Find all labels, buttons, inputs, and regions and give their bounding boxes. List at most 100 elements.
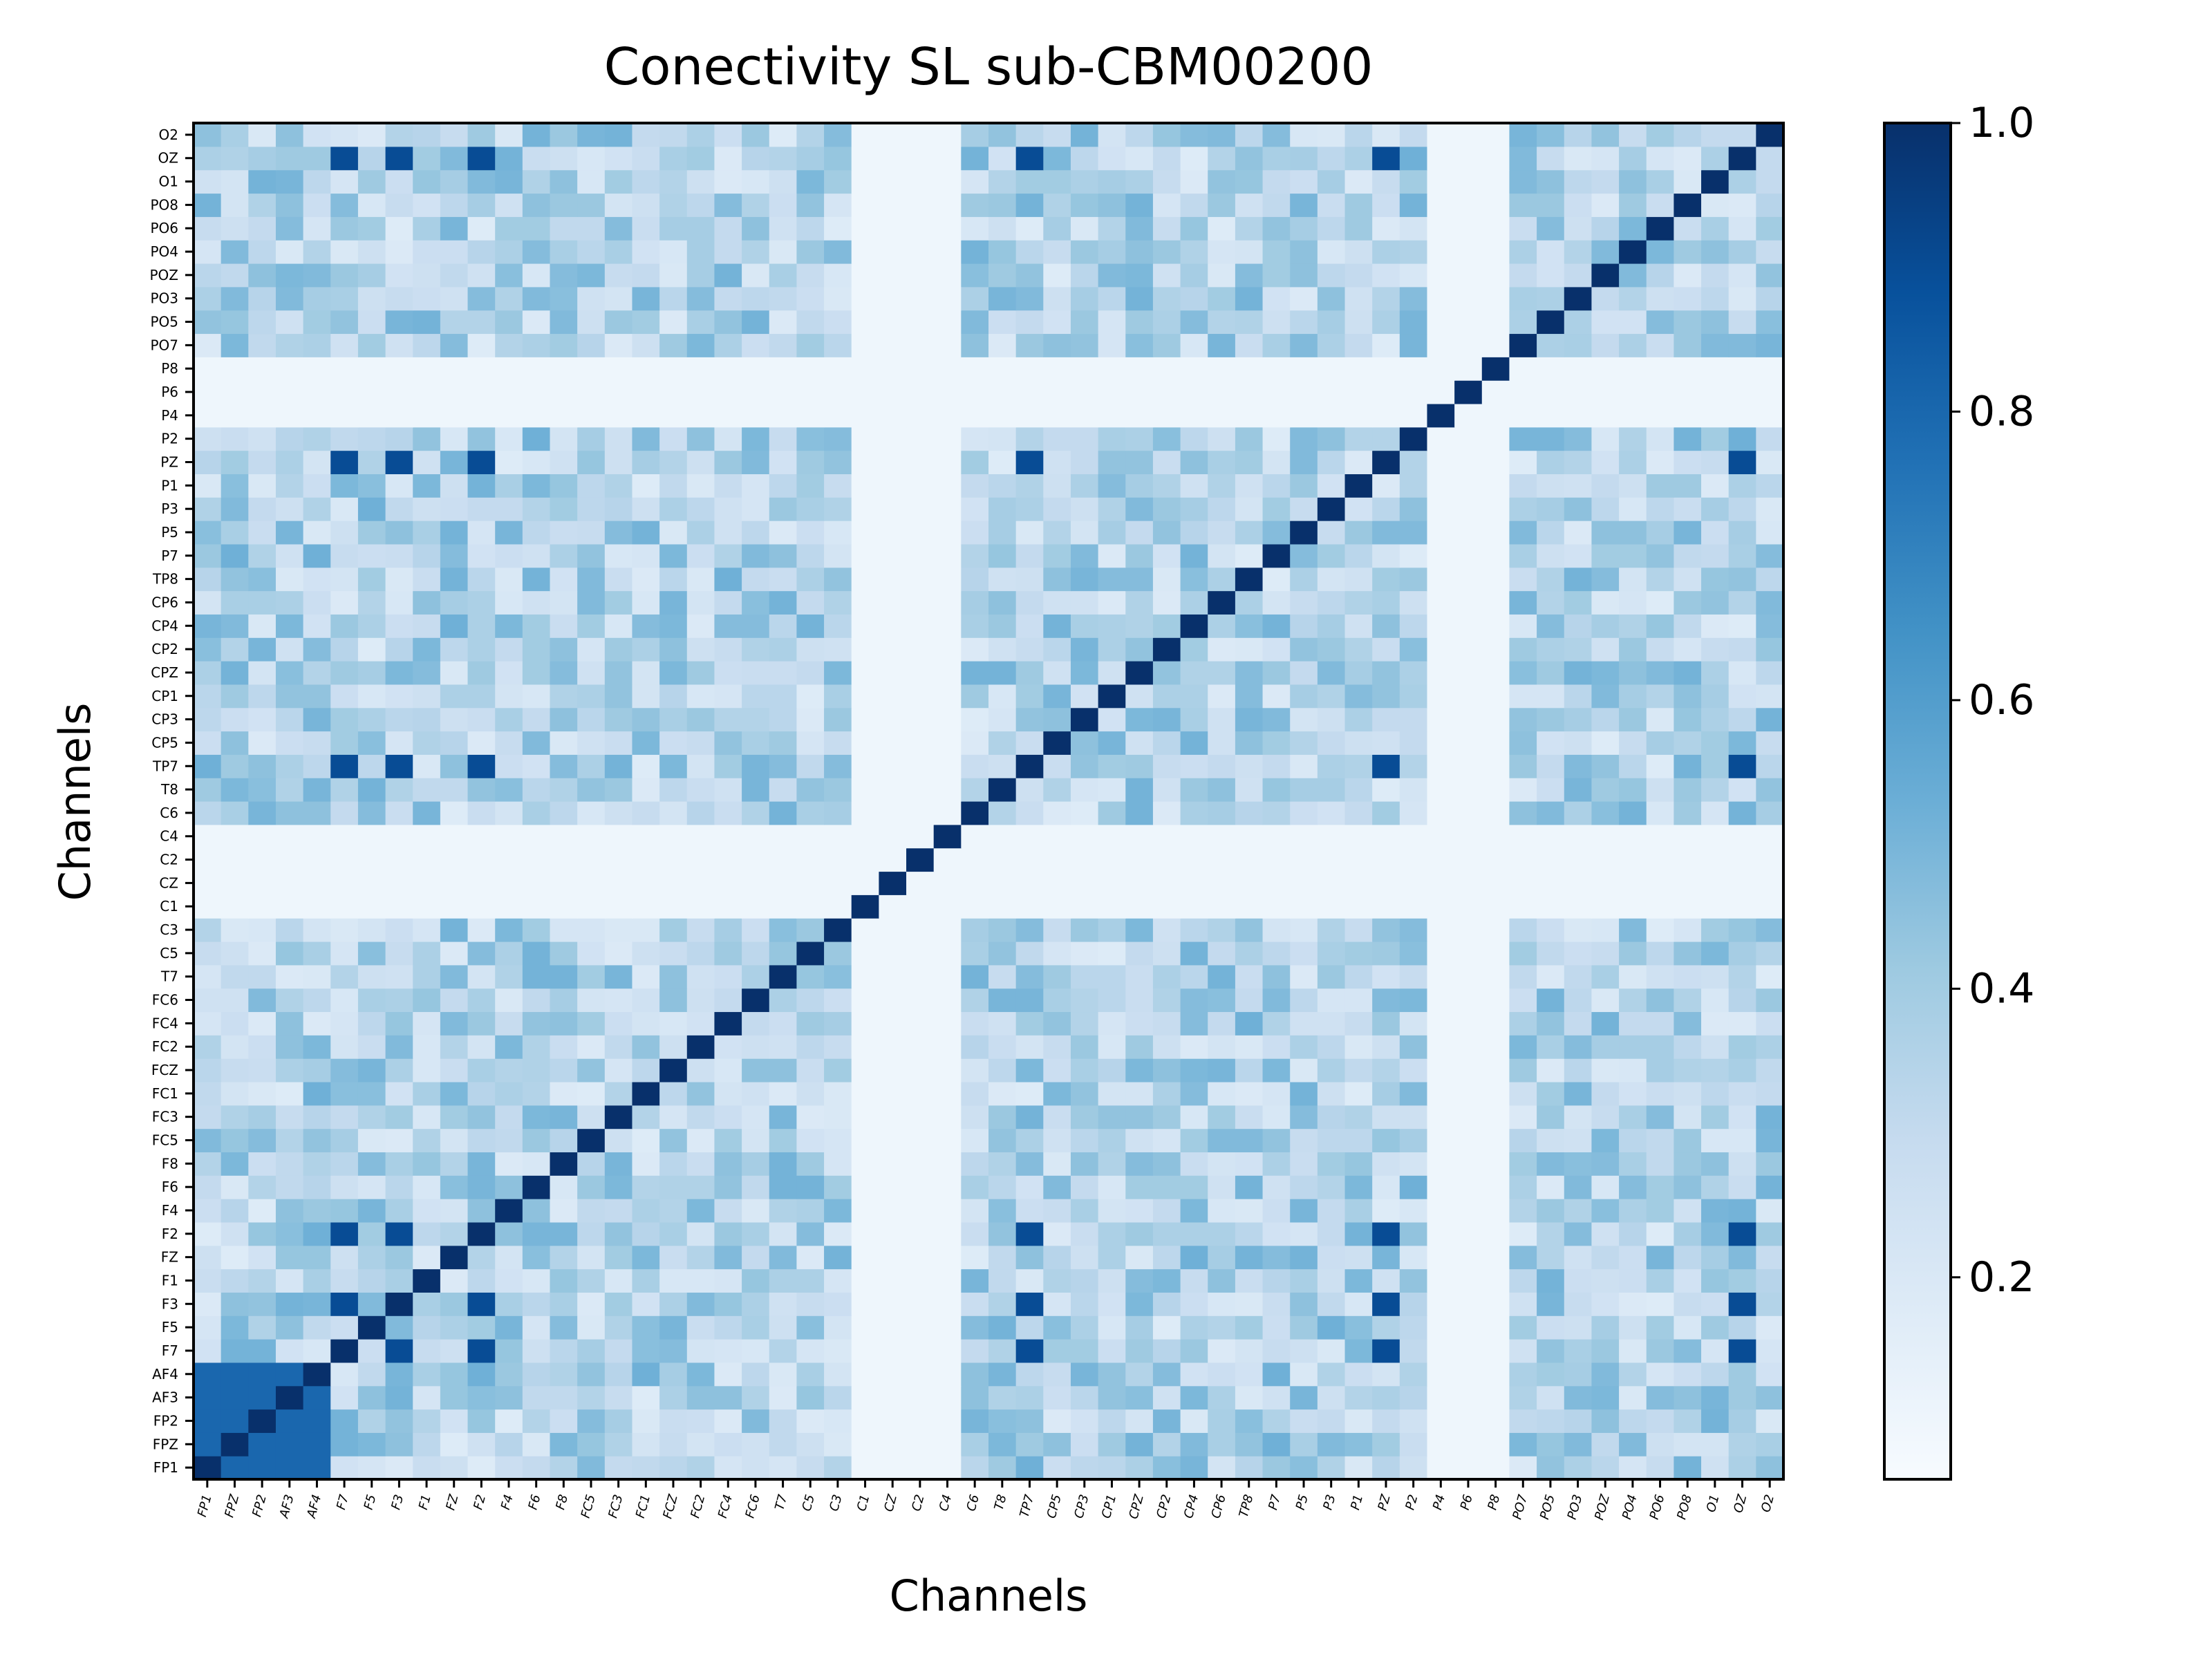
heatmap-cell: [632, 941, 660, 966]
heatmap-cell: [577, 380, 606, 404]
heatmap-cell: [906, 661, 935, 685]
heatmap-cell: [906, 1385, 935, 1410]
heatmap-cell: [1015, 1081, 1044, 1106]
heatmap-cell: [440, 263, 469, 288]
heatmap-cell: [248, 474, 276, 498]
heatmap-cell: [1646, 310, 1674, 335]
heatmap-cell: [385, 614, 413, 638]
heatmap-cell: [604, 684, 633, 709]
heatmap-cell: [769, 590, 798, 615]
heatmap-cell: [1399, 1292, 1428, 1316]
heatmap-cell: [1262, 427, 1291, 451]
heatmap-cell: [604, 193, 633, 217]
heatmap-cell: [221, 169, 249, 194]
heatmap-cell: [221, 497, 249, 521]
heatmap-cell: [686, 824, 715, 849]
heatmap-cell: [1235, 1385, 1264, 1410]
heatmap-cell: [879, 1315, 907, 1340]
heatmap-cell: [1646, 824, 1674, 849]
heatmap-cell: [275, 357, 304, 381]
heatmap-cell: [769, 1409, 798, 1433]
heatmap-cell: [1427, 310, 1455, 335]
heatmap-cell: [1756, 1105, 1784, 1130]
heatmap-cell: [933, 146, 962, 171]
heatmap-cell: [1646, 1432, 1674, 1456]
heatmap-cell: [467, 240, 496, 264]
heatmap-cell: [221, 1432, 249, 1456]
heatmap-cell: [1701, 193, 1730, 217]
heatmap-cell: [303, 1268, 331, 1293]
heatmap-cell: [577, 1245, 606, 1270]
heatmap-cell: [1043, 240, 1071, 264]
heatmap-cell: [303, 193, 331, 217]
heatmap-cell: [221, 193, 249, 217]
heatmap-cell: [961, 193, 989, 217]
heatmap-cell: [1317, 427, 1346, 451]
heatmap-cell: [796, 754, 825, 778]
heatmap-cell: [1674, 637, 1702, 662]
heatmap-cell: [1152, 824, 1181, 849]
heatmap-cell: [248, 754, 276, 778]
heatmap-cell: [467, 1292, 496, 1316]
heatmap-cell: [1208, 357, 1236, 381]
heatmap-cell: [1619, 918, 1647, 942]
heatmap-cell: [851, 1175, 879, 1199]
heatmap-cell: [385, 474, 413, 498]
heatmap-cell: [357, 614, 386, 638]
heatmap-cell: [330, 847, 359, 872]
heatmap-cell: [714, 590, 742, 615]
heatmap-cell: [988, 801, 1017, 825]
heatmap-cell: [1344, 1199, 1373, 1223]
heatmap-cell: [1372, 871, 1400, 895]
heatmap-cell: [824, 1011, 852, 1035]
heatmap-cell: [1152, 567, 1181, 592]
heatmap-cell: [1290, 521, 1318, 545]
heatmap-cell: [1728, 216, 1756, 241]
heatmap-cell: [330, 731, 359, 755]
heatmap-cell: [248, 263, 276, 288]
heatmap-cell: [1043, 590, 1071, 615]
heatmap-cell: [1756, 1362, 1784, 1387]
heatmap-cell: [824, 778, 852, 802]
heatmap-cell: [1481, 1105, 1510, 1130]
heatmap-cell: [742, 263, 770, 288]
heatmap-cell: [440, 380, 469, 404]
heatmap-cell: [1481, 1035, 1510, 1059]
heatmap-cell: [1208, 1385, 1236, 1410]
heatmap-cell: [1728, 1128, 1756, 1153]
heatmap-cell: [357, 567, 386, 592]
heatmap-cell: [1180, 240, 1208, 264]
heatmap-cell: [550, 731, 578, 755]
heatmap-cell: [961, 1128, 989, 1153]
heatmap-cell: [659, 1221, 688, 1246]
heatmap-cell: [988, 146, 1017, 171]
heatmap-cell: [1152, 801, 1181, 825]
heatmap-cell: [1070, 614, 1099, 638]
heatmap-cell: [824, 754, 852, 778]
heatmap-cell: [550, 403, 578, 428]
heatmap-cell: [988, 263, 1017, 288]
heatmap-cell: [1125, 567, 1154, 592]
heatmap-cell: [686, 1268, 715, 1293]
heatmap-cell: [1728, 1245, 1756, 1270]
heatmap-cell: [1015, 286, 1044, 311]
heatmap-cell: [1728, 590, 1756, 615]
heatmap-cell: [440, 286, 469, 311]
heatmap-cell: [1043, 146, 1071, 171]
heatmap-cell: [632, 310, 660, 335]
heatmap-cell: [988, 731, 1017, 755]
heatmap-cell: [357, 988, 386, 1013]
heatmap-cell: [686, 1199, 715, 1223]
heatmap-cell: [879, 684, 907, 709]
heatmap-cell: [1290, 216, 1318, 241]
heatmap-cell: [1399, 1339, 1428, 1363]
heatmap-cell: [686, 310, 715, 335]
heatmap-cell: [1728, 169, 1756, 194]
heatmap-cell: [248, 216, 276, 241]
heatmap-cell: [879, 707, 907, 732]
heatmap-cell: [1043, 1199, 1071, 1223]
heatmap-cell: [1537, 1292, 1565, 1316]
heatmap-cell: [604, 778, 633, 802]
heatmap-cell: [632, 240, 660, 264]
heatmap-cell: [275, 123, 304, 147]
